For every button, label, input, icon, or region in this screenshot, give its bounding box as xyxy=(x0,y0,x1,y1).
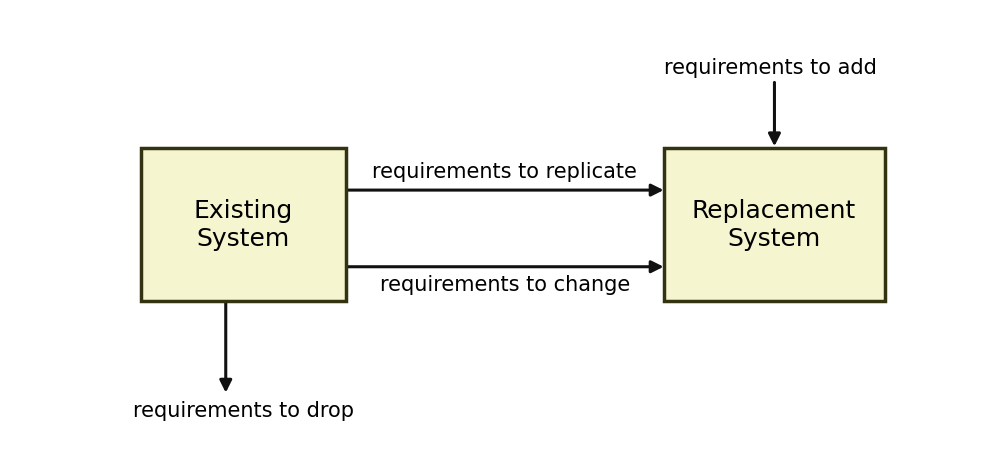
Text: requirements to change: requirements to change xyxy=(380,275,630,295)
Bar xyxy=(664,148,885,301)
Bar xyxy=(140,148,346,301)
Text: Replacement
System: Replacement System xyxy=(692,199,856,251)
Text: requirements to replicate: requirements to replicate xyxy=(372,162,637,182)
Text: requirements to add: requirements to add xyxy=(664,58,876,78)
Text: requirements to drop: requirements to drop xyxy=(133,401,354,421)
Text: Existing
System: Existing System xyxy=(194,199,293,251)
